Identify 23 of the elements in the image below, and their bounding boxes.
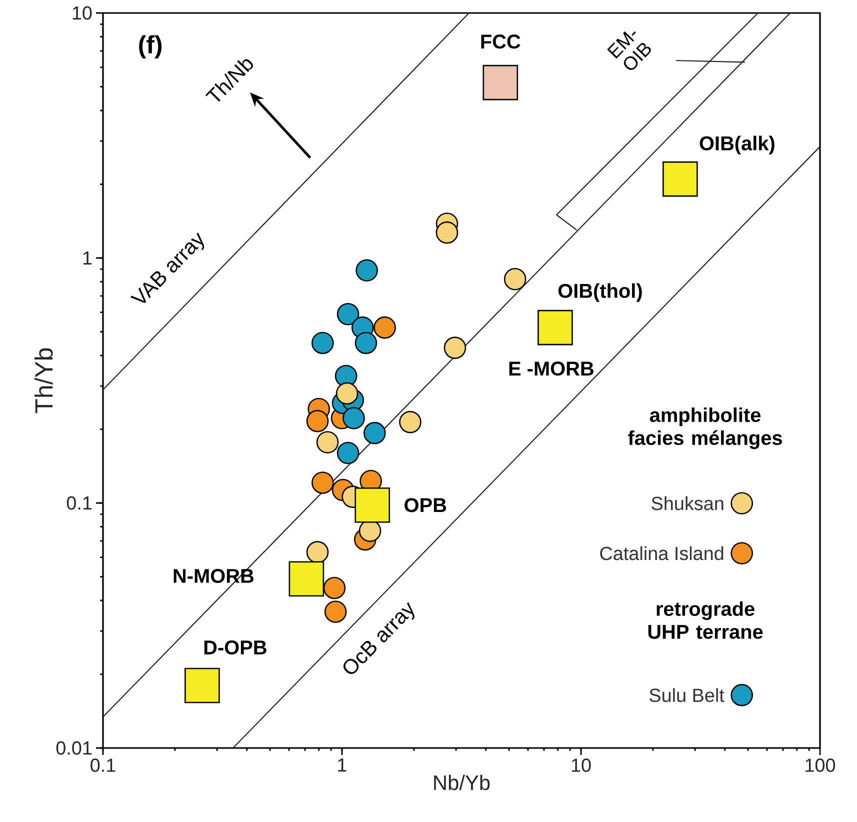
x-tick-label: 10 xyxy=(572,758,591,772)
annotation: retrograde UHP terrane xyxy=(648,601,763,639)
y-tick-label: 0.01 xyxy=(56,741,92,755)
x-tick-label: 100 xyxy=(806,758,836,772)
annotation: amphibolite facies mélanges xyxy=(628,407,782,450)
y-tick-label: 1 xyxy=(83,251,92,265)
x-tick-label: 1 xyxy=(338,758,346,772)
annotation: EM-OIB xyxy=(607,31,651,70)
annotation: D-OPB xyxy=(204,640,266,655)
y-axis-title: Th/Yb xyxy=(34,348,53,414)
legend-label: Shuksan xyxy=(652,496,724,510)
annotation: FCC xyxy=(481,34,520,49)
annotation: OIB(thol) xyxy=(558,283,642,302)
annotation: (f) xyxy=(139,35,162,58)
legend-label: Sulu Belt xyxy=(650,688,724,702)
y-tick-label: 10 xyxy=(72,6,92,20)
annotation: OIB(alk) xyxy=(700,136,774,154)
y-tick-label: 0.1 xyxy=(66,496,92,510)
x-tick-label: 0.1 xyxy=(90,758,116,772)
legend-label: Catalina Island xyxy=(600,546,724,560)
x-axis-title: Nb/Yb xyxy=(434,774,490,790)
annotation: E -MORB xyxy=(509,362,594,376)
annotation: OPB xyxy=(404,498,446,512)
